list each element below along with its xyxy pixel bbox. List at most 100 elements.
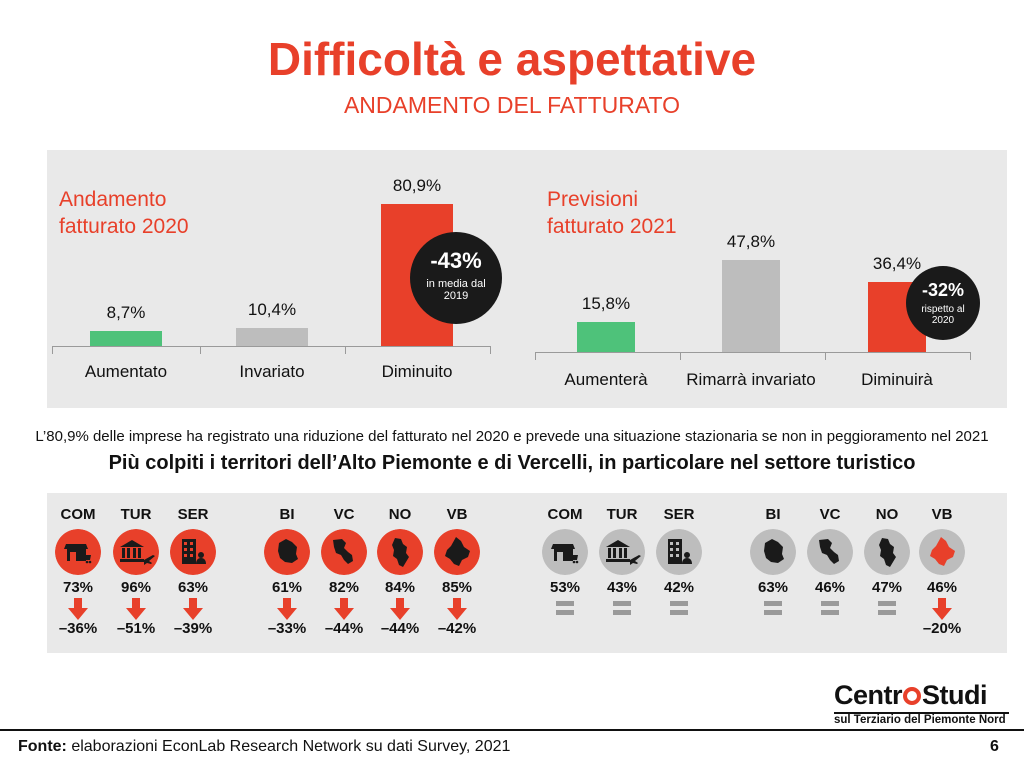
charts-panel	[47, 150, 1007, 408]
territory-label: BI	[765, 506, 781, 523]
sector-change: –36%	[58, 620, 98, 637]
sector-label: COM	[547, 506, 583, 523]
territory-bi-2021: BI 63%	[745, 506, 801, 615]
logo-subtitle: sul Terziario del Piemonte Nord	[834, 714, 1006, 726]
chart1-category-label: Diminuito	[381, 362, 453, 381]
sector-label: SER	[663, 506, 695, 523]
chart2-category-label: Aumenterà	[564, 370, 648, 389]
territory-label: VC	[819, 506, 841, 523]
territory-pct: 46%	[926, 579, 958, 596]
territory-change: –44%	[324, 620, 364, 637]
territory-change: –44%	[380, 620, 420, 637]
territory-label: VB	[931, 506, 953, 523]
logo-o-mark	[903, 687, 922, 705]
territory-pct: 46%	[814, 579, 846, 596]
chart2-title-line1: Previsioni	[547, 188, 639, 211]
chart1-axis	[52, 346, 490, 347]
chart2-value-label: 15,8%	[581, 293, 631, 313]
chart1-badge-text: in media dal	[426, 278, 486, 290]
map-no-icon	[864, 529, 910, 575]
sector-pct: 96%	[120, 579, 152, 596]
office-building-icon	[656, 529, 702, 575]
chart1-title-line1: Andamento	[59, 188, 167, 211]
map-bi-icon	[750, 529, 796, 575]
territory-label: VC	[333, 506, 355, 523]
shop-icon	[542, 529, 588, 575]
source-text: elaborazioni EconLab Research Network su…	[66, 738, 511, 755]
territory-pct: 85%	[441, 579, 473, 596]
sector-pct: 42%	[663, 579, 695, 596]
down-arrow-icon	[932, 598, 952, 620]
source-note: Fonte: elaborazioni EconLab Research Net…	[18, 738, 510, 756]
shop-icon	[55, 529, 101, 575]
sector-com-2020: COM 73% –36%	[50, 506, 108, 637]
chart1-category-label: Invariato	[239, 362, 305, 381]
chart2-tick	[535, 352, 536, 360]
chart2-category-label: Rimarrà invariato	[686, 370, 816, 389]
page-title: Difficoltà e aspettative	[267, 33, 757, 85]
territory-label: BI	[279, 506, 295, 523]
chart1-value-label: 80,9%	[392, 176, 442, 195]
page-subtitle: ANDAMENTO DEL FATTURATO	[343, 92, 681, 118]
sector-tur-2020: TUR 96% –51%	[108, 506, 166, 637]
chart1-badge-value: -43%	[430, 248, 482, 273]
territory-pct: 63%	[757, 579, 789, 596]
down-arrow-icon	[334, 598, 354, 620]
sector-change: –51%	[116, 620, 156, 637]
territory-pct: 47%	[871, 579, 903, 596]
territory-label: VB	[446, 506, 468, 523]
chart2-bar-rimarra-invariato	[722, 260, 780, 352]
logo-word-a: Centr	[834, 680, 903, 710]
source-label: Fonte:	[18, 738, 67, 755]
chart2-title-line2: fatturato 2021	[547, 215, 677, 238]
down-arrow-icon	[447, 598, 467, 620]
sector-label: TUR	[120, 506, 152, 523]
chart1-category-label: Aumentato	[84, 362, 168, 381]
chart1-tick	[200, 346, 201, 354]
territory-pct: 82%	[328, 579, 360, 596]
territory-vb-2021: VB 46% –20%	[914, 506, 972, 637]
territory-change: –42%	[437, 620, 477, 637]
sector-pct: 73%	[62, 579, 94, 596]
museum-plane-icon	[113, 529, 159, 575]
sector-label: COM	[60, 506, 96, 523]
chart1-bar-invariato	[236, 327, 308, 346]
chart2-value-label: 36,4%	[872, 253, 922, 273]
down-arrow-icon	[68, 598, 88, 620]
chart2-category-label: Diminuirà	[861, 370, 933, 389]
map-no-icon	[377, 529, 423, 575]
chart1-badge-text2: 2019	[443, 290, 469, 302]
chart2-badge-value: -32%	[921, 280, 965, 300]
chart1-tick	[490, 346, 491, 354]
territory-label: NO	[875, 506, 899, 523]
sector-label: TUR	[606, 506, 638, 523]
territory-no-2020: NO 84% –44%	[372, 506, 430, 637]
logo-word-b: Studi	[922, 680, 988, 710]
chart1-tick	[52, 346, 53, 354]
chart2-value-label: 47,8%	[726, 232, 776, 251]
map-vb-icon	[434, 529, 480, 575]
headline-text: Più colpiti i territori dell’Alto Piemon…	[108, 452, 916, 474]
chart1-title-line2: fatturato 2020	[59, 215, 189, 238]
territory-vb-2020: VB 85% –42%	[429, 506, 487, 637]
chart1-value-label: 10,4%	[247, 299, 297, 319]
sector-tur-2021: TUR 43%	[594, 506, 650, 615]
down-arrow-icon	[126, 598, 146, 620]
equal-icon	[556, 601, 574, 615]
territory-vc-2021: VC 46%	[802, 506, 858, 615]
map-vc-icon	[807, 529, 853, 575]
map-vb-icon	[919, 529, 965, 575]
museum-plane-icon	[599, 529, 645, 575]
footer-divider	[0, 729, 1024, 731]
chart1-change-badge: -43% in media dal 2019	[410, 232, 502, 324]
sector-pct: 43%	[606, 579, 638, 596]
equal-icon	[670, 601, 688, 615]
territory-pct: 84%	[384, 579, 416, 596]
sector-pct: 53%	[549, 579, 581, 596]
chart1-title: Andamento fatturato 2020	[59, 186, 189, 240]
down-arrow-icon	[390, 598, 410, 620]
chart2-badge-text: rispetto al	[921, 304, 965, 315]
centrostudi-logo: Centr Studi sul Terziario del Piemonte No…	[834, 680, 1009, 726]
logo-wordmark: Centr Studi	[834, 680, 1009, 711]
territory-change: –20%	[922, 620, 962, 637]
